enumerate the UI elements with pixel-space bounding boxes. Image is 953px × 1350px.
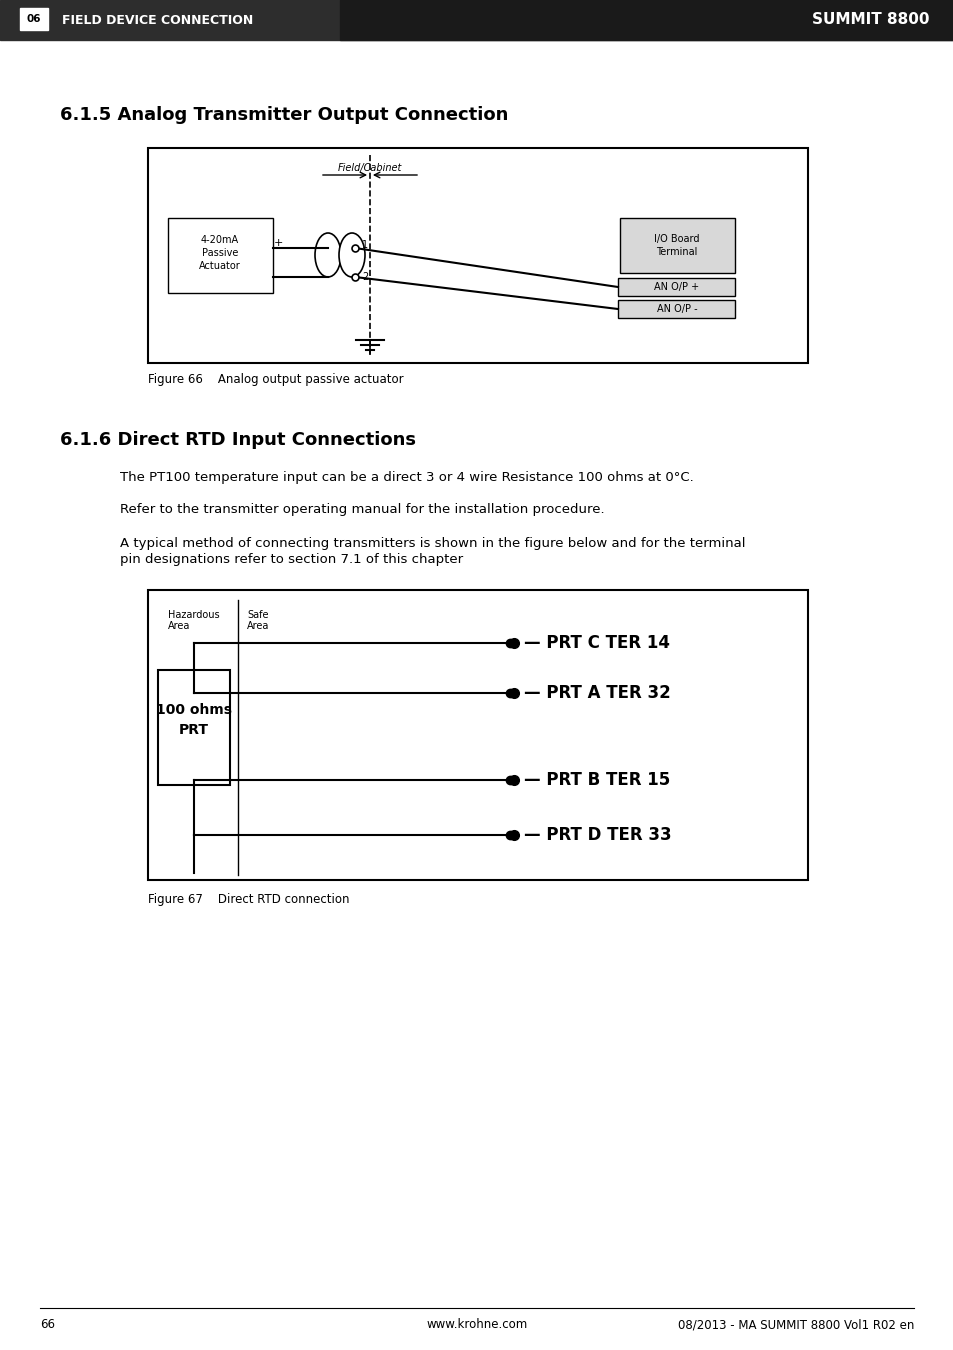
Bar xyxy=(618,300,734,319)
Text: +: + xyxy=(273,238,282,248)
Text: PRT: PRT xyxy=(179,724,209,737)
Text: Safe: Safe xyxy=(247,610,268,620)
Text: A typical method of connecting transmitters is shown in the figure below and for: A typical method of connecting transmitt… xyxy=(120,536,744,549)
Text: 4-20mA: 4-20mA xyxy=(201,235,239,244)
Text: www.krohne.com: www.krohne.com xyxy=(426,1319,527,1331)
Ellipse shape xyxy=(314,234,340,277)
Ellipse shape xyxy=(338,234,365,277)
Bar xyxy=(168,217,273,293)
Text: Terminal: Terminal xyxy=(656,247,697,256)
Text: Area: Area xyxy=(168,621,191,630)
Text: AN O/P -: AN O/P - xyxy=(656,304,697,315)
Text: Field/Cabinet: Field/Cabinet xyxy=(337,163,402,173)
Text: — PRT B TER 15: — PRT B TER 15 xyxy=(523,771,670,788)
Bar xyxy=(20,8,48,30)
Text: −: − xyxy=(273,271,282,282)
Bar xyxy=(618,278,734,296)
Text: 2: 2 xyxy=(361,271,368,282)
Text: FIELD DEVICE CONNECTION: FIELD DEVICE CONNECTION xyxy=(62,14,253,27)
Text: 100 ohms: 100 ohms xyxy=(156,703,232,717)
Text: pin designations refer to section 7.1 of this chapter: pin designations refer to section 7.1 of… xyxy=(120,552,462,566)
Text: 66: 66 xyxy=(40,1319,55,1331)
Bar xyxy=(619,217,734,273)
Text: Figure 66    Analog output passive actuator: Figure 66 Analog output passive actuator xyxy=(148,374,403,386)
Text: I/O Board: I/O Board xyxy=(654,234,699,244)
Text: Refer to the transmitter operating manual for the installation procedure.: Refer to the transmitter operating manua… xyxy=(120,504,604,517)
Text: Actuator: Actuator xyxy=(199,261,240,271)
Bar xyxy=(0,0,953,40)
Bar xyxy=(339,0,953,40)
Text: Figure 67    Direct RTD connection: Figure 67 Direct RTD connection xyxy=(148,894,349,906)
Text: Area: Area xyxy=(247,621,269,630)
Text: AN O/P +: AN O/P + xyxy=(654,282,699,292)
Bar xyxy=(148,590,807,880)
Text: 06: 06 xyxy=(27,14,41,24)
Text: 1: 1 xyxy=(361,240,368,250)
Text: — PRT C TER 14: — PRT C TER 14 xyxy=(523,634,669,652)
Bar xyxy=(148,148,807,363)
Text: The PT100 temperature input can be a direct 3 or 4 wire Resistance 100 ohms at 0: The PT100 temperature input can be a dir… xyxy=(120,471,693,485)
Bar xyxy=(158,670,230,784)
Text: SUMMIT 8800: SUMMIT 8800 xyxy=(812,12,929,27)
Text: 6.1.5 Analog Transmitter Output Connection: 6.1.5 Analog Transmitter Output Connecti… xyxy=(60,107,508,124)
Text: — PRT A TER 32: — PRT A TER 32 xyxy=(523,684,670,702)
Text: — PRT D TER 33: — PRT D TER 33 xyxy=(523,826,671,844)
Text: Hazardous: Hazardous xyxy=(168,610,219,620)
Text: 08/2013 - MA SUMMIT 8800 Vol1 R02 en: 08/2013 - MA SUMMIT 8800 Vol1 R02 en xyxy=(677,1319,913,1331)
Text: Passive: Passive xyxy=(202,248,238,258)
Text: 6.1.6 Direct RTD Input Connections: 6.1.6 Direct RTD Input Connections xyxy=(60,431,416,450)
